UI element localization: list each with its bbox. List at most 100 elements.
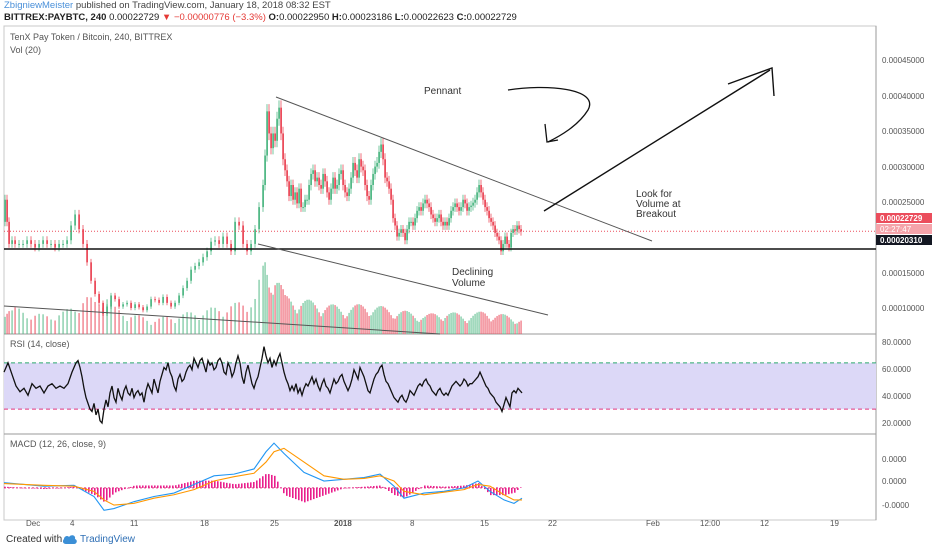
declining-volume-trendline[interactable] bbox=[257, 243, 549, 316]
volume-bar bbox=[390, 315, 392, 334]
macd-histogram-bar bbox=[391, 487, 393, 494]
candle-body bbox=[6, 199, 8, 222]
volume-bar bbox=[42, 314, 44, 334]
volume-baseline-trendline[interactable] bbox=[3, 305, 441, 335]
candle-body bbox=[312, 170, 314, 174]
macd-histogram-bar bbox=[358, 487, 360, 488]
macd-histogram-bar bbox=[73, 486, 75, 488]
volume-bar bbox=[430, 313, 432, 334]
candle-body bbox=[358, 159, 360, 178]
price-tick: 0.00035000 bbox=[882, 127, 925, 136]
macd-histogram-bar bbox=[70, 487, 72, 488]
candle-body bbox=[430, 207, 432, 215]
macd-histogram-bar bbox=[214, 480, 216, 488]
last-price: 0.00022729 bbox=[109, 12, 160, 23]
macd-histogram-bar bbox=[382, 486, 384, 488]
macd-histogram-bar bbox=[373, 486, 375, 488]
chart-canvas[interactable]: TenX Pay Token / Bitcoin, 240, BITTREX V… bbox=[0, 24, 932, 530]
candle-body bbox=[360, 159, 362, 167]
volume-bar bbox=[508, 317, 510, 334]
candle-body bbox=[400, 229, 402, 233]
volume-bar bbox=[320, 316, 322, 334]
time-tick: 25 bbox=[270, 519, 279, 528]
volume-bar bbox=[394, 318, 396, 334]
macd-histogram-bar bbox=[202, 480, 204, 488]
volume-bar bbox=[436, 315, 438, 334]
volume-bar bbox=[362, 306, 364, 334]
time-tick: 22 bbox=[548, 519, 557, 528]
volume-bar bbox=[378, 306, 380, 334]
candle-body bbox=[272, 133, 274, 149]
volume-bar bbox=[482, 312, 484, 334]
volume-bar bbox=[418, 321, 420, 334]
macd-histogram-bar bbox=[25, 487, 27, 489]
candle-body bbox=[178, 295, 180, 303]
volume-bar bbox=[384, 307, 386, 334]
macd-histogram-bar bbox=[286, 487, 288, 496]
candle-body bbox=[496, 232, 498, 237]
candle-body bbox=[490, 218, 492, 222]
price-tick: 0.00030000 bbox=[882, 163, 925, 172]
candle-body bbox=[194, 266, 196, 270]
author-link[interactable]: ZbigniewMeister bbox=[4, 0, 74, 11]
macd-histogram-bar bbox=[181, 483, 183, 488]
close-label: C: bbox=[456, 12, 467, 23]
candle-body bbox=[18, 243, 20, 245]
macd-histogram-bar bbox=[493, 487, 495, 496]
candle-body bbox=[296, 192, 298, 204]
volume-bar bbox=[126, 321, 128, 334]
volume-bar bbox=[408, 312, 410, 334]
volume-bar bbox=[234, 302, 236, 334]
volume-bar bbox=[374, 309, 376, 334]
macd-histogram-bar bbox=[208, 480, 210, 488]
volume-bar bbox=[440, 319, 442, 334]
candle-body bbox=[376, 162, 378, 167]
macd-histogram-bar bbox=[76, 487, 78, 489]
candle-body bbox=[514, 229, 516, 231]
volume-bar bbox=[310, 300, 312, 334]
volume-bar bbox=[432, 313, 434, 334]
macd-histogram-bar bbox=[520, 487, 522, 488]
candle-body bbox=[54, 243, 56, 248]
macd-histogram-bar bbox=[511, 487, 513, 494]
candle-body bbox=[380, 144, 382, 152]
candle-body bbox=[82, 229, 84, 244]
candle-body bbox=[270, 133, 272, 149]
macd-histogram-bar bbox=[142, 485, 144, 488]
breakout-arrowhead bbox=[727, 67, 775, 97]
candle-body bbox=[58, 243, 60, 248]
macd-histogram-bar bbox=[19, 487, 21, 489]
candle-body bbox=[338, 173, 340, 185]
pennant-upper-trendline[interactable] bbox=[275, 96, 653, 242]
volume-bar bbox=[410, 313, 412, 334]
candle-body bbox=[442, 221, 444, 226]
candle-body bbox=[186, 280, 188, 289]
macd-histogram-bar bbox=[271, 474, 273, 488]
candle-body bbox=[138, 304, 140, 308]
macd-histogram-bar bbox=[484, 487, 486, 490]
tradingview-link[interactable]: TradingView bbox=[80, 534, 136, 545]
volume-bar bbox=[222, 316, 224, 334]
volume-bar bbox=[434, 314, 436, 334]
volume-bar bbox=[472, 315, 474, 334]
volume-bar bbox=[50, 319, 52, 334]
macd-histogram-bar bbox=[100, 487, 102, 500]
candle-body bbox=[146, 306, 148, 311]
volume-bar bbox=[266, 274, 268, 334]
macd-histogram-bar bbox=[460, 485, 462, 488]
candle-body bbox=[11, 240, 13, 244]
macd-histogram-bar bbox=[34, 487, 36, 489]
macd-histogram-bar bbox=[283, 487, 285, 494]
candle-body bbox=[154, 299, 156, 301]
volume-bar bbox=[348, 312, 350, 334]
footer: Created with TradingView bbox=[0, 530, 932, 550]
volume-bar bbox=[280, 285, 282, 334]
volume-bar bbox=[138, 315, 140, 334]
rsi-tick: 40.0000 bbox=[882, 392, 911, 401]
macd-histogram-bar bbox=[454, 486, 456, 488]
tradingview-cloud-icon bbox=[62, 535, 77, 544]
open-value: 0.00022950 bbox=[279, 12, 330, 23]
volume-title: Vol (20) bbox=[10, 45, 41, 55]
macd-histogram-bar bbox=[331, 487, 333, 493]
candle-body bbox=[264, 155, 266, 185]
